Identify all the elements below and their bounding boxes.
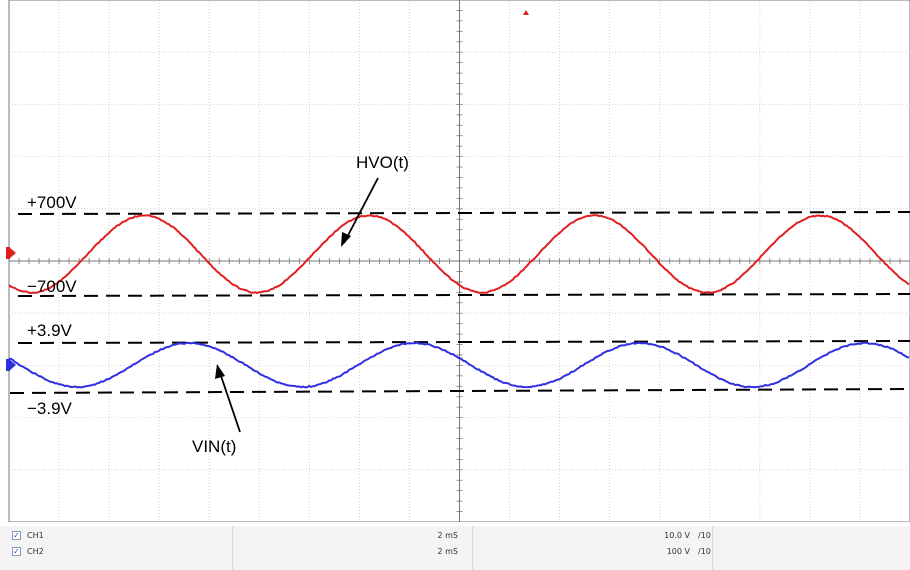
ref-label-minus-700v: −700V bbox=[27, 277, 77, 296]
status-bar: ✓ CH1 2 mS 10.0 V /10 ✓ CH2 2 mS 100 V /… bbox=[0, 526, 910, 570]
ch1-timebase: 2 mS bbox=[300, 531, 458, 540]
ref-label-plus-3-9v: +3.9V bbox=[27, 321, 73, 340]
ch1-checkbox[interactable]: ✓ bbox=[12, 531, 21, 540]
ch2-volts-per-div: 100 V bbox=[572, 547, 690, 556]
ch1-probe-ratio: /10 bbox=[698, 531, 711, 540]
ch2-probe-ratio: /10 bbox=[698, 547, 711, 556]
ref-label-minus-3-9v: −3.9V bbox=[27, 399, 73, 418]
ch2-timebase: 2 mS bbox=[300, 547, 458, 556]
ch2-name: CH2 bbox=[27, 547, 44, 556]
ch2-level-marker-base bbox=[6, 359, 10, 371]
ch1-level-marker-base bbox=[6, 247, 10, 259]
channel-row-ch1: ✓ CH1 2 mS 10.0 V /10 bbox=[0, 528, 910, 544]
annotation-hvo: HVO(t) bbox=[356, 153, 409, 172]
channel-row-ch2: ✓ CH2 2 mS 100 V /10 bbox=[0, 544, 910, 560]
ch2-checkbox[interactable]: ✓ bbox=[12, 547, 21, 556]
ref-label-plus-700v: +700V bbox=[27, 193, 77, 212]
annotation-vin: VIN(t) bbox=[192, 437, 236, 456]
ch1-volts-per-div: 10.0 V bbox=[572, 531, 690, 540]
oscilloscope-display: +700V −700V +3.9V −3.9V HVO(t) VIN(t) bbox=[0, 0, 910, 522]
ch1-name: CH1 bbox=[27, 531, 44, 540]
